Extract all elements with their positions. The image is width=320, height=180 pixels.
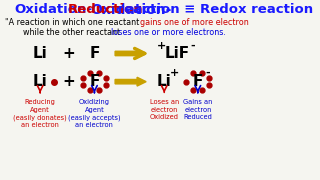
Text: Reduction: Reduction <box>67 3 143 16</box>
Text: +: + <box>62 74 75 89</box>
Text: -: - <box>190 40 195 51</box>
Text: +: + <box>157 40 166 51</box>
Text: Gains an
electron
Reduced: Gains an electron Reduced <box>183 99 212 120</box>
Text: LiF: LiF <box>164 46 190 61</box>
FancyArrow shape <box>115 49 146 58</box>
Text: gains one of more electron: gains one of more electron <box>140 18 248 27</box>
Text: F: F <box>193 74 203 89</box>
Text: Loses an
electron
Oxidized: Loses an electron Oxidized <box>149 99 179 120</box>
Text: F: F <box>89 74 100 89</box>
Text: reaction ≡ Redox reaction: reaction ≡ Redox reaction <box>113 3 313 16</box>
Text: "A reaction in which one reactant: "A reaction in which one reactant <box>5 18 142 27</box>
Text: Oxidation-: Oxidation- <box>90 3 171 17</box>
Text: Li: Li <box>33 46 48 61</box>
FancyArrow shape <box>115 77 146 86</box>
Text: Li: Li <box>157 74 172 89</box>
Text: +: + <box>62 46 75 61</box>
Text: -: - <box>205 68 210 78</box>
Text: Reducing
Agent
(easily donates)
an electron: Reducing Agent (easily donates) an elect… <box>13 99 67 128</box>
Text: loses one or more electrons.: loses one or more electrons. <box>111 28 226 37</box>
Text: while the other reactant: while the other reactant <box>23 28 123 37</box>
Text: Oxidizing
Agent
(easily accepts)
an electron: Oxidizing Agent (easily accepts) an elec… <box>68 99 121 128</box>
Text: +: + <box>169 68 179 78</box>
Text: F: F <box>89 46 100 61</box>
Text: Oxidation-: Oxidation- <box>14 3 92 16</box>
Text: Li: Li <box>33 74 48 89</box>
